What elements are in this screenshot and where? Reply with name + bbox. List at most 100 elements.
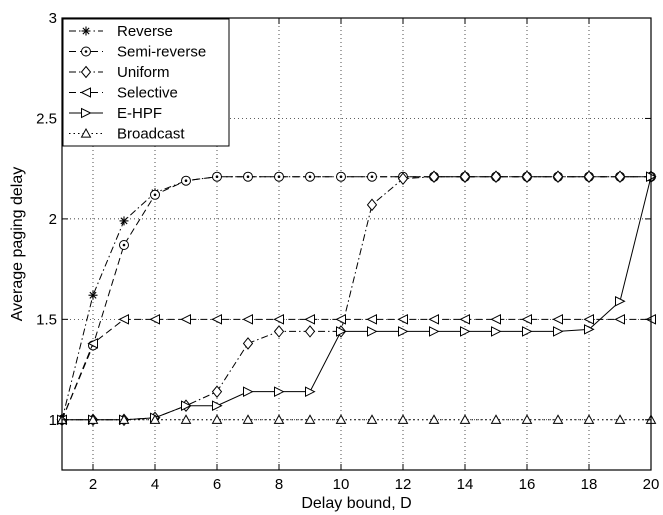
data-point <box>428 314 439 325</box>
data-point <box>119 240 129 251</box>
data-point <box>521 414 533 424</box>
data-point <box>553 326 564 337</box>
data-point <box>242 314 253 325</box>
series-line-3 <box>61 318 651 420</box>
data-point <box>552 414 564 424</box>
data-point <box>212 171 222 182</box>
x-tick-label: 4 <box>151 476 159 493</box>
data-point <box>304 414 316 424</box>
data-point <box>335 414 347 424</box>
data-point <box>490 170 502 183</box>
x-tick-label: 2 <box>89 476 97 493</box>
legend-marker <box>80 127 92 138</box>
data-point <box>552 314 563 325</box>
data-point <box>149 414 161 424</box>
x-tick-label: 20 <box>643 476 660 493</box>
data-point <box>119 216 129 226</box>
data-point <box>180 314 191 325</box>
data-point <box>211 414 223 424</box>
data-point <box>521 170 533 183</box>
data-point <box>211 314 222 325</box>
data-point <box>428 170 440 183</box>
data-point <box>274 171 284 182</box>
data-point <box>181 175 191 186</box>
series-line-1 <box>61 176 651 420</box>
axis-ticks: 2 4 6 8 10 12 14 16 18 20 1 1.5 2 2.5 3 <box>36 10 659 493</box>
x-tick-label: 8 <box>275 476 283 493</box>
data-point <box>149 314 160 325</box>
x-tick-label: 16 <box>519 476 536 493</box>
legend-label: E-HPF <box>117 105 162 122</box>
data-point <box>336 171 346 182</box>
data-point <box>398 326 409 337</box>
data-point <box>243 171 253 182</box>
data-point <box>212 400 223 412</box>
data-point <box>181 400 192 412</box>
x-tick-label: 10 <box>333 476 350 493</box>
data-point <box>118 414 130 424</box>
plot-frame <box>61 17 652 471</box>
data-point <box>397 314 408 325</box>
x-tick-label: 18 <box>581 476 598 493</box>
data-point <box>552 170 564 183</box>
x-axis-label: Delay bound, D <box>301 495 411 512</box>
data-point <box>615 295 626 307</box>
y-tick-label: 1 <box>49 412 57 429</box>
data-point <box>274 386 285 397</box>
data-point <box>273 414 285 424</box>
legend-label: Selective <box>117 85 178 102</box>
data-point <box>367 326 378 337</box>
data-point <box>614 170 626 183</box>
data-point <box>367 171 377 182</box>
legend: Reverse Semi-reverse Uniform Selective E-HPF… <box>62 18 230 147</box>
data-point <box>397 414 409 424</box>
data-point <box>242 337 254 350</box>
data-point <box>366 314 377 325</box>
data-point <box>614 314 625 325</box>
data-point <box>522 326 533 337</box>
y-tick-label: 3 <box>49 10 57 27</box>
data-point <box>614 414 626 424</box>
data-point <box>397 172 409 186</box>
data-point <box>491 326 502 337</box>
data-point <box>366 198 378 212</box>
data-point <box>87 338 98 349</box>
data-point <box>429 326 440 337</box>
data-point <box>211 385 223 398</box>
data-point <box>459 414 471 424</box>
legend-box <box>62 18 230 147</box>
data-point <box>336 326 347 337</box>
data-point <box>150 189 160 200</box>
data-point <box>366 414 378 424</box>
data-point <box>583 170 595 183</box>
data-point <box>180 414 192 424</box>
legend-marker <box>80 87 91 98</box>
data-point <box>490 414 502 424</box>
series-line-4 <box>62 176 652 421</box>
legend-label: Reverse <box>117 23 173 40</box>
data-point <box>118 314 129 325</box>
data-point <box>273 325 285 338</box>
x-tick-label: 6 <box>213 476 221 493</box>
data-point <box>459 314 470 325</box>
data-point <box>459 170 471 183</box>
y-tick-label: 1.5 <box>36 311 57 328</box>
series-line-2 <box>62 176 651 421</box>
legend-marker <box>81 46 91 57</box>
y-axis-label: Average paging delay <box>9 167 26 322</box>
data-point <box>460 326 471 337</box>
data-point <box>583 314 594 325</box>
data-point <box>584 324 595 335</box>
data-point <box>335 314 346 325</box>
data-point <box>242 414 254 424</box>
data-point <box>304 314 315 325</box>
data-point <box>305 171 315 182</box>
data-point <box>305 386 316 397</box>
x-tick-label: 12 <box>395 476 412 493</box>
data-point <box>490 314 501 325</box>
data-point <box>428 414 440 424</box>
series-line-0 <box>61 176 651 420</box>
legend-marker <box>80 65 92 79</box>
data-point <box>273 314 284 325</box>
